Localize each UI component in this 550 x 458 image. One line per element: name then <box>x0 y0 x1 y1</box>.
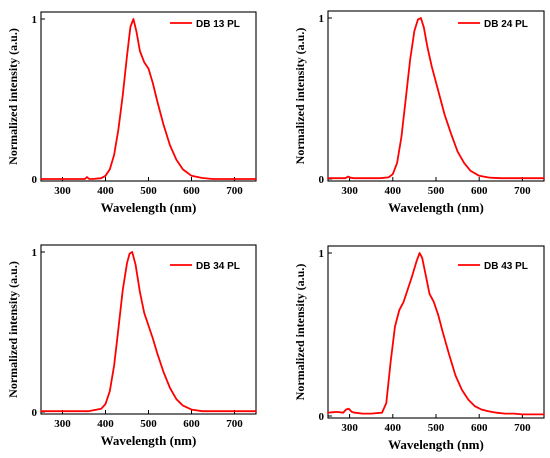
x-tick-label: 400 <box>385 422 402 434</box>
y-tick-label: 0 <box>32 174 38 186</box>
legend-label: DB 24 PL <box>484 19 528 30</box>
x-tick-label: 500 <box>428 185 445 197</box>
x-tick-label: 500 <box>428 422 445 434</box>
x-tick-label: 600 <box>471 422 488 434</box>
y-tick-label: 0 <box>319 174 325 186</box>
y-axis-title: Normalized intensity (a.u.) <box>293 264 307 401</box>
x-axis-title: Wavelength (nm) <box>101 433 197 448</box>
chart-panel-1: 300 400 500 600 700 0 1 Wavelength (nm) Normaliz… <box>6 11 257 215</box>
y-axis-title: Normalized intensity (a.u.) <box>293 28 307 165</box>
y-tick-label: 0 <box>32 407 38 419</box>
x-axis-title: Wavelength (nm) <box>388 437 484 452</box>
plot-frame <box>40 11 257 182</box>
x-tick-label: 300 <box>54 418 71 430</box>
y-tick-label: 1 <box>32 247 38 259</box>
x-tick-label: 600 <box>471 185 488 197</box>
x-tick-label: 700 <box>226 185 243 197</box>
series-line <box>40 251 257 413</box>
x-tick-label: 400 <box>97 418 114 430</box>
x-tick-label: 500 <box>140 185 157 197</box>
series-line <box>327 252 545 416</box>
y-tick-label: 0 <box>319 411 325 423</box>
chart-panel-3: 300 400 500 600 700 0 1 Wavelength (nm) Normaliz… <box>6 244 257 448</box>
chart-panel-4: 300 400 500 600 700 0 1 Wavelength (nm) Normaliz… <box>293 245 545 452</box>
x-tick-label: 600 <box>183 418 200 430</box>
plot-frame <box>327 10 545 182</box>
legend-label: DB 43 PL <box>484 261 528 272</box>
x-tick-label: 300 <box>341 422 358 434</box>
y-axis-title: Normalized intensity (a.u.) <box>6 261 20 398</box>
y-tick-label: 1 <box>319 13 325 25</box>
y-axis-title: Normalized intensity (a.u.) <box>6 28 20 165</box>
series-line <box>40 18 257 180</box>
chart-panel-2: 300 400 500 600 700 0 1 Wavelength (nm) Normaliz… <box>293 10 545 215</box>
x-tick-label: 700 <box>514 185 531 197</box>
x-axis-title: Wavelength (nm) <box>101 200 197 215</box>
x-tick-label: 700 <box>514 422 531 434</box>
x-tick-label: 600 <box>183 185 200 197</box>
legend-label: DB 34 PL <box>196 261 240 272</box>
x-tick-label: 400 <box>97 185 114 197</box>
y-tick-label: 1 <box>319 248 325 260</box>
x-tick-label: 700 <box>226 418 243 430</box>
x-tick-label: 300 <box>54 185 71 197</box>
x-tick-label: 400 <box>385 185 402 197</box>
legend-label: DB 13 PL <box>196 19 240 30</box>
x-tick-label: 300 <box>341 185 358 197</box>
x-axis-title: Wavelength (nm) <box>388 200 484 215</box>
x-tick-label: 500 <box>140 418 157 430</box>
y-tick-label: 1 <box>32 14 38 26</box>
series-line <box>327 17 545 180</box>
